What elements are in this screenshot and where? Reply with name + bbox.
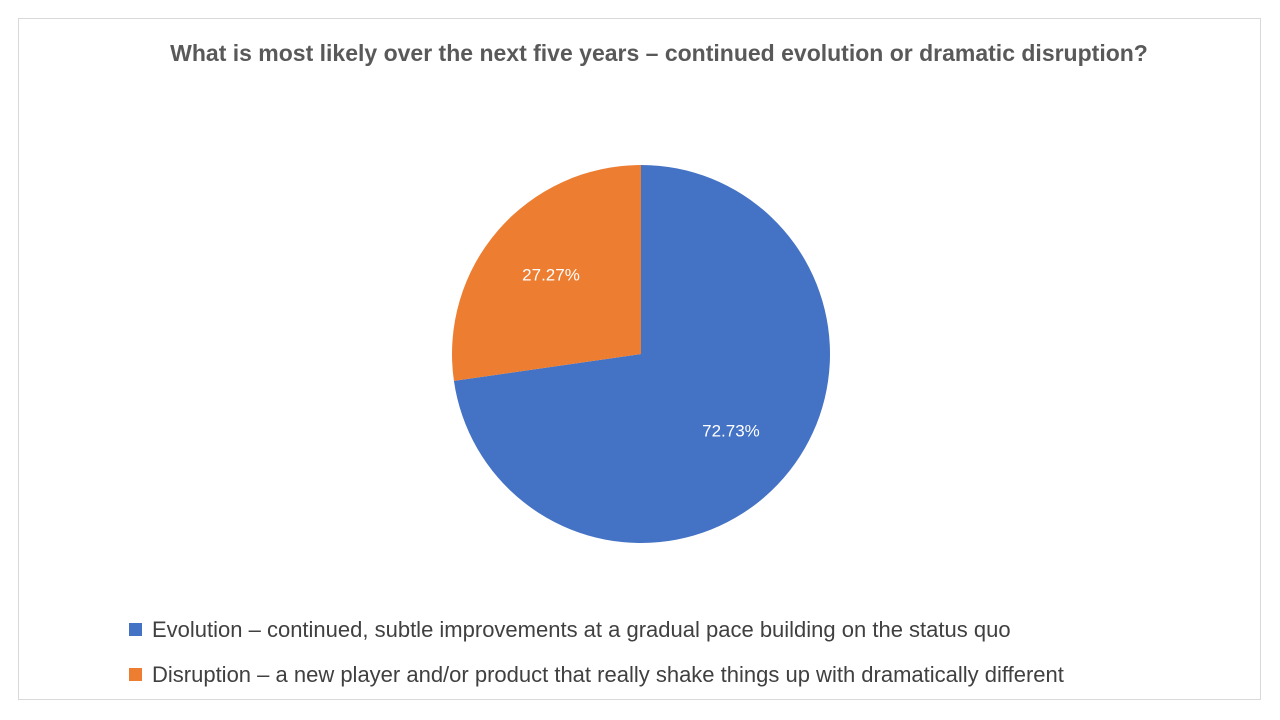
chart-title: What is most likely over the next five y… — [170, 40, 1148, 66]
pie-slices — [451, 165, 830, 543]
pie-chart: 72.73% 27.27% — [451, 165, 830, 543]
legend-label-evolution: Evolution – continued, subtle improvemen… — [152, 616, 1011, 642]
legend-item-evolution: Evolution – continued, subtle improvemen… — [129, 607, 1064, 652]
legend: Evolution – continued, subtle improvemen… — [129, 607, 1064, 697]
pie-slice-evolution — [453, 165, 830, 543]
legend-swatch-evolution — [129, 623, 142, 636]
legend-item-disruption: Disruption – a new player and/or product… — [129, 652, 1064, 697]
legend-swatch-disruption — [129, 668, 142, 681]
legend-label-disruption: Disruption – a new player and/or product… — [152, 661, 1064, 687]
pie-data-labels: 72.73% 27.27% — [522, 266, 760, 441]
chart-area: What is most likely over the next five y… — [18, 18, 1261, 700]
pie-slice-disruption — [451, 165, 641, 381]
data-label-evolution: 72.73% — [702, 421, 760, 440]
data-label-disruption: 27.27% — [522, 266, 580, 285]
